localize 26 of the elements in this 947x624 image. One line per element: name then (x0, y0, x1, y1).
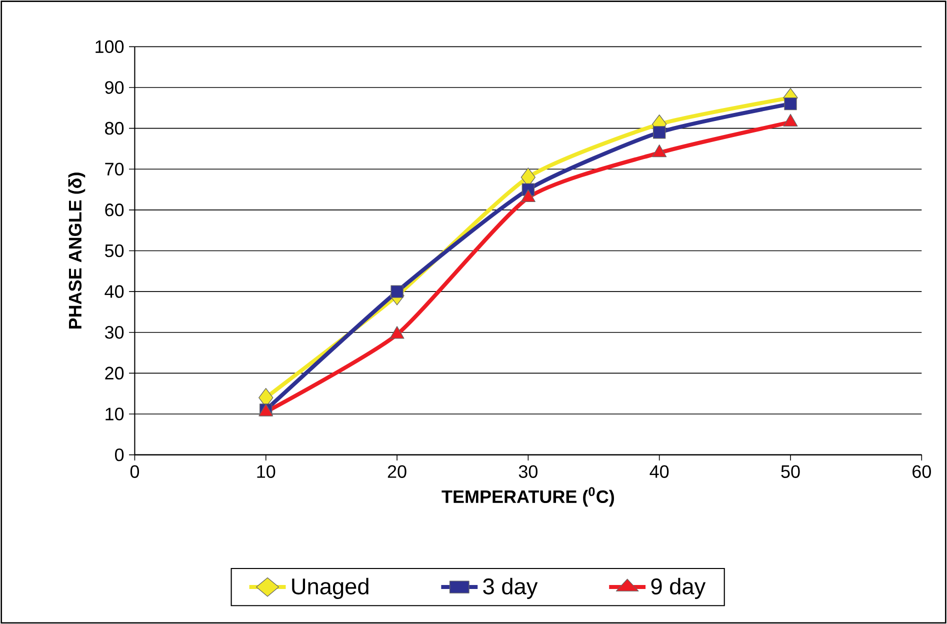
y-tick-label: 50 (105, 244, 124, 258)
y-tick-label: 70 (105, 162, 124, 176)
legend-label: 9 day (651, 578, 706, 599)
y-tick-label: 100 (96, 40, 124, 53)
x-tick-label: 50 (781, 465, 800, 478)
y-tick-label: 0 (115, 448, 124, 462)
y-tick-label: 80 (105, 122, 124, 135)
y-tick-label: 60 (105, 203, 124, 216)
point (653, 126, 666, 139)
point (390, 285, 404, 298)
point (784, 97, 797, 110)
x-tick-label: 30 (518, 465, 538, 478)
legend-label: Unaged (292, 578, 368, 599)
x-tick-label: 20 (388, 465, 406, 478)
x-axis-title: TEMPERATURE ($^{0}$C) (442, 487, 614, 507)
y-axis-title: PHASE ANGLE (δ) (68, 172, 86, 328)
x-tick-label: 0 (130, 465, 140, 478)
y-tick-label: 10 (106, 408, 124, 420)
y-tick-label: 90 (105, 81, 124, 94)
y-tick-label: 40 (104, 285, 124, 298)
legend-label: 3 day (483, 578, 538, 599)
x-tick-label: 60 (912, 465, 931, 478)
y-tick-label: 30 (104, 326, 124, 339)
x-tick-label: 10 (257, 465, 276, 478)
y-tick-label: 20 (105, 366, 124, 380)
x-tick-label: 40 (650, 465, 669, 478)
